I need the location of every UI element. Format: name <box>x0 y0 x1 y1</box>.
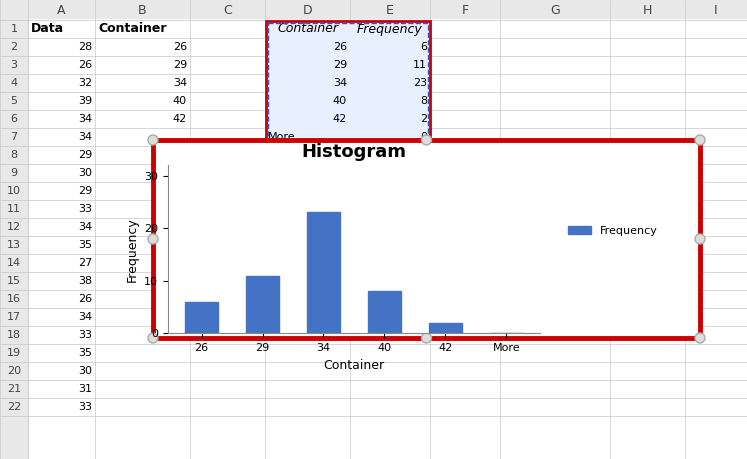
Text: 16: 16 <box>7 294 21 304</box>
Bar <box>368 291 401 333</box>
Circle shape <box>695 234 705 244</box>
Text: F: F <box>462 4 468 17</box>
Text: 35: 35 <box>78 348 92 358</box>
Text: 34: 34 <box>78 222 92 232</box>
Text: Frequency: Frequency <box>357 22 423 35</box>
Y-axis label: Frequency: Frequency <box>125 217 138 282</box>
Text: C: C <box>223 4 232 17</box>
Bar <box>265 20 430 146</box>
Text: 18: 18 <box>7 330 21 340</box>
Text: 13: 13 <box>7 240 21 250</box>
Text: B: B <box>138 4 147 17</box>
Text: E: E <box>386 4 394 17</box>
Text: 8: 8 <box>420 96 427 106</box>
Bar <box>0 0 747 18</box>
Text: 34: 34 <box>173 78 187 88</box>
Text: 17: 17 <box>7 312 21 322</box>
Text: 33: 33 <box>78 330 92 340</box>
Text: A: A <box>58 4 66 17</box>
Text: 31: 31 <box>78 384 92 394</box>
Text: 12: 12 <box>7 222 21 232</box>
Text: 26: 26 <box>78 60 92 70</box>
Text: 35: 35 <box>78 240 92 250</box>
X-axis label: Container: Container <box>323 358 385 372</box>
Text: 6: 6 <box>420 42 427 52</box>
Text: 26: 26 <box>78 294 92 304</box>
Text: 6: 6 <box>10 114 17 124</box>
Text: More: More <box>268 132 296 142</box>
Bar <box>429 323 462 333</box>
Text: 42: 42 <box>173 114 187 124</box>
Text: 1: 1 <box>10 24 17 34</box>
Circle shape <box>148 234 158 244</box>
Text: 32: 32 <box>78 78 92 88</box>
Text: 19: 19 <box>7 348 21 358</box>
Text: 14: 14 <box>7 258 21 268</box>
Text: 30: 30 <box>78 168 92 178</box>
Text: 29: 29 <box>78 186 92 196</box>
Bar <box>246 275 279 333</box>
Legend: Frequency: Frequency <box>564 221 662 240</box>
Text: 34: 34 <box>78 114 92 124</box>
Text: 28: 28 <box>78 42 92 52</box>
Text: 34: 34 <box>333 78 347 88</box>
Text: 27: 27 <box>78 258 92 268</box>
Text: 34: 34 <box>78 132 92 142</box>
Text: 29: 29 <box>332 60 347 70</box>
Text: 38: 38 <box>78 276 92 286</box>
Text: 40: 40 <box>333 96 347 106</box>
Text: 22: 22 <box>7 402 21 412</box>
Text: 2: 2 <box>10 42 18 52</box>
Bar <box>185 302 218 333</box>
Text: 23: 23 <box>413 78 427 88</box>
Text: 33: 33 <box>78 402 92 412</box>
Text: 20: 20 <box>7 366 21 376</box>
Circle shape <box>695 333 705 343</box>
Text: 0: 0 <box>420 132 427 142</box>
Text: Data: Data <box>31 22 64 35</box>
Text: 26: 26 <box>173 42 187 52</box>
Text: 4: 4 <box>10 78 18 88</box>
Text: D: D <box>303 4 312 17</box>
Text: 8: 8 <box>10 150 18 160</box>
Text: Container: Container <box>277 22 338 35</box>
Text: 26: 26 <box>333 42 347 52</box>
Circle shape <box>148 135 158 145</box>
Text: 15: 15 <box>7 276 21 286</box>
Text: 40: 40 <box>173 96 187 106</box>
Text: 11: 11 <box>7 204 21 214</box>
Text: 30: 30 <box>78 366 92 376</box>
Text: 3: 3 <box>10 60 17 70</box>
Bar <box>307 213 340 333</box>
Text: 33: 33 <box>78 204 92 214</box>
Text: 9: 9 <box>10 168 18 178</box>
Text: Container: Container <box>98 22 167 35</box>
Text: 5: 5 <box>10 96 17 106</box>
Text: 21: 21 <box>7 384 21 394</box>
Text: I: I <box>714 4 718 17</box>
Circle shape <box>695 135 705 145</box>
Text: 42: 42 <box>332 114 347 124</box>
Text: G: G <box>550 4 560 17</box>
Text: H: H <box>643 4 652 17</box>
Circle shape <box>421 333 432 343</box>
Text: 39: 39 <box>78 96 92 106</box>
Text: 11: 11 <box>413 60 427 70</box>
Circle shape <box>148 333 158 343</box>
Text: 10: 10 <box>7 186 21 196</box>
Bar <box>267 22 427 144</box>
Bar <box>0 0 28 459</box>
Text: 7: 7 <box>10 132 18 142</box>
Text: 2: 2 <box>420 114 427 124</box>
Circle shape <box>421 135 432 145</box>
Text: 29: 29 <box>78 150 92 160</box>
Title: Histogram: Histogram <box>302 143 406 161</box>
Bar <box>153 140 700 338</box>
Text: 29: 29 <box>173 60 187 70</box>
Text: 34: 34 <box>78 312 92 322</box>
Bar <box>265 21 430 146</box>
